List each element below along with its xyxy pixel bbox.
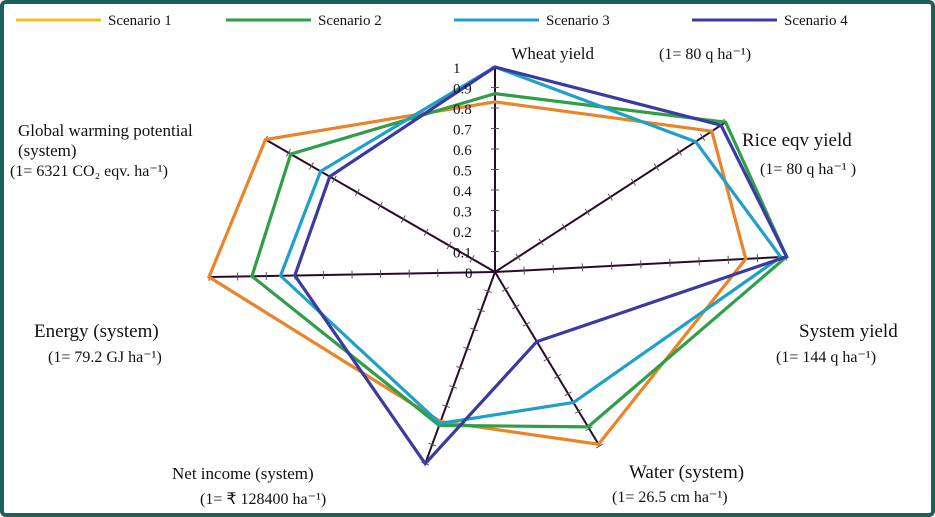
axis-tick-mark xyxy=(484,289,492,294)
axis-tick-mark xyxy=(308,162,314,170)
axis-tick-mark xyxy=(400,215,406,223)
axis-tick-mark xyxy=(463,346,472,351)
axis-tick-mark xyxy=(630,178,636,186)
axis-tick-mark xyxy=(354,188,360,197)
axis-tick-mark xyxy=(456,366,465,370)
axis-label-name: Net income (system) xyxy=(172,464,314,483)
axis-tick-mark xyxy=(595,443,604,449)
axis-tick-mark xyxy=(442,404,451,409)
axis-tick-mark xyxy=(699,133,706,141)
axis-tick-mark xyxy=(428,442,437,447)
axis-tick-mark xyxy=(501,286,510,292)
axis-tick-mark xyxy=(676,148,683,156)
axis-tick-mark xyxy=(286,149,291,157)
tick-label: 0.5 xyxy=(453,164,472,180)
tick-label: 0.7 xyxy=(453,123,472,139)
tick-label: 0.1 xyxy=(453,246,472,262)
axis-label-name: Wheat yield xyxy=(511,44,594,63)
axis-label-name: System yield xyxy=(799,321,898,342)
axis-labels: Wheat yield (1= 80 q ha⁻¹) Rice eqv yield (… xyxy=(10,44,898,508)
axis-tick-mark xyxy=(423,228,429,236)
axis-tick-mark xyxy=(449,385,458,389)
axis-tick-mark xyxy=(512,304,520,310)
radar-chart: Scenario 1 Scenario 2 Scenario 3 Scenario 4… xyxy=(10,13,898,508)
legend-label-scenario-2: Scenario 2 xyxy=(318,13,382,29)
radial-tick-labels: 0 0.1 0.2 0.3 0.4 0.5 0.6 0.7 0.8 0.9 1 xyxy=(453,61,473,282)
axis-label-name: Water (system) xyxy=(629,462,744,483)
legend-label-scenario-4: Scenario 4 xyxy=(784,13,848,29)
radar-series xyxy=(207,65,789,467)
axis-tick-mark xyxy=(538,238,544,246)
axis-tick-mark xyxy=(543,356,551,362)
radar-axes xyxy=(208,66,788,466)
axis-label-name: Rice eqv yield xyxy=(742,130,852,151)
legend-label-scenario-1: Scenario 1 xyxy=(108,13,172,29)
axis-label-unit: (1= 26.5 cm ha⁻¹) xyxy=(612,489,728,506)
axis-label-unit: (1= 6321 CO₂ eqv. ha⁻¹) xyxy=(10,163,168,180)
tick-label: 1 xyxy=(453,61,461,77)
series-line-scenario-3 xyxy=(278,65,784,426)
axis-label-unit: (1= 80 q ha⁻¹) xyxy=(659,46,751,63)
tick-label: 0.2 xyxy=(453,225,472,241)
axis-tick-mark xyxy=(574,408,583,414)
axis-tick-mark xyxy=(585,426,593,432)
legend: Scenario 1 Scenario 2 Scenario 3 Scenario 4 xyxy=(16,13,848,29)
axis-tick-mark xyxy=(470,327,478,332)
axis-tick-mark xyxy=(377,202,383,210)
axis-label-unit: (1= 80 q ha⁻¹ ) xyxy=(760,161,856,178)
axis-tick-mark xyxy=(477,308,485,313)
legend-label-scenario-3: Scenario 3 xyxy=(546,13,610,29)
axis-label-name: Energy (system) xyxy=(34,321,159,342)
tick-label: 0.9 xyxy=(453,82,472,98)
series-line-scenario-4 xyxy=(293,65,789,467)
axis-tick-mark xyxy=(469,255,475,263)
axis-tick-mark xyxy=(446,241,452,250)
axis-label-unit: (1= ₹ 128400 ha⁻¹) xyxy=(200,491,326,508)
tick-label: 0 xyxy=(465,266,473,282)
axis-label-unit: (1= 79.2 GJ ha⁻¹) xyxy=(48,349,162,366)
series-line-scenario-2 xyxy=(250,92,789,429)
tick-label: 0.8 xyxy=(453,102,472,118)
axis-tick-mark xyxy=(331,175,337,183)
axis-label-name: Global warming potential xyxy=(18,121,193,140)
axis-label-unit: (1= 144 q ha⁻¹) xyxy=(776,349,876,366)
tick-label: 0.3 xyxy=(453,205,472,221)
tick-label: 0.4 xyxy=(453,184,472,200)
axis-tick-mark xyxy=(607,193,613,201)
axis-tick-mark xyxy=(515,253,521,261)
axis-tick-mark xyxy=(522,321,531,327)
axis-tick-mark xyxy=(561,223,567,231)
axis-tick-mark xyxy=(584,208,590,216)
axis-label-name-line2: (system) xyxy=(18,141,77,160)
axis-tick-mark xyxy=(554,373,562,379)
series-line-scenario-1 xyxy=(207,100,748,446)
tick-label: 0.6 xyxy=(453,143,472,159)
axis-tick-mark xyxy=(564,391,572,397)
axis-tick-mark xyxy=(653,163,660,171)
